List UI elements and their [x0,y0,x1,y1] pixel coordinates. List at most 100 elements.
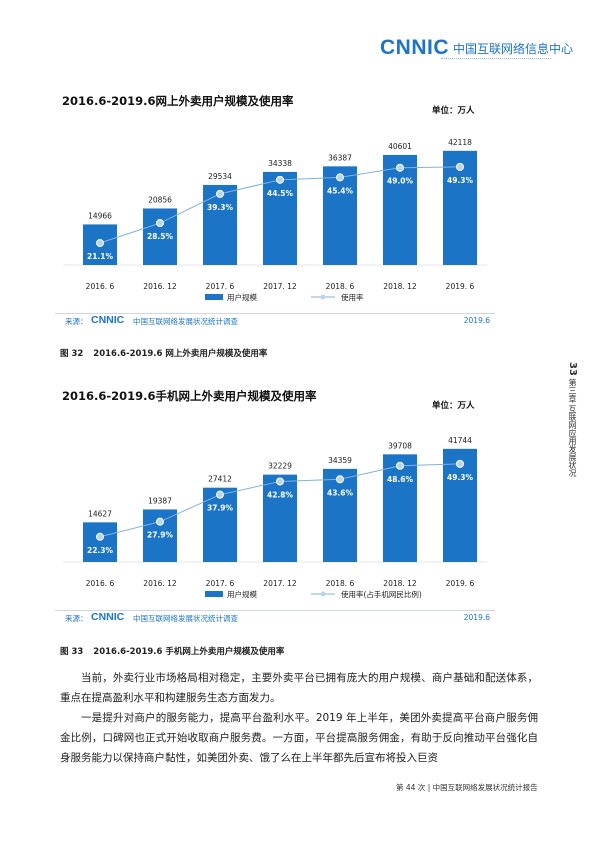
chart1-rate-label: 49.3% [447,176,474,185]
chart1-x-tick-label: 2017. 12 [263,282,297,291]
chart2-rate-label: 48.6% [387,475,414,484]
chart1-rate-point [216,189,224,198]
chart1-rate-point [276,175,284,184]
chart1-x-tick-label: 2016. 6 [86,282,115,291]
chart2-source-row: 来源： CNNIC 中国互联网络发展状况统计调查 2019.6 [55,610,495,624]
chart2-unit: 单位：万人 [432,401,475,411]
chart1-rate-label: 44.5% [267,189,294,198]
chart1-bar-value-label: 40601 [388,142,412,151]
chart1-x-tick-label: 2017. 6 [206,282,235,291]
chart1-rate-point [456,162,464,171]
chart1-legend-bar-swatch [205,294,223,300]
chart1-bar [203,184,237,265]
chart2-source-org: 中国互联网络发展状况统计调查 [133,614,238,623]
chart2-rate-point [216,490,224,499]
chart2-legend-bar-label: 用户规模 [227,589,257,599]
chart2-source-label: 来源： [65,614,88,623]
cnnic-logo: CNNIC 中国互联网络信息中心 [380,36,573,60]
chart1-rate-label: 28.5% [147,232,174,241]
chart1-legend-bar-label: 用户规模 [227,292,257,302]
chart1-legend-line-marker [320,294,326,300]
chart2-bar-value-label: 34359 [328,456,352,465]
chart1-bar [263,171,297,265]
chart2-legend-bar-swatch [205,591,223,597]
chart2-legend-line-marker [320,591,326,597]
chart2-x-tick-label: 2019. 6 [446,579,475,588]
chart1-x-tick-label: 2018. 6 [326,282,355,291]
chart2-rate-label: 37.9% [207,504,234,513]
page-footer: 第 44 次 | 中国互联网络发展状况统计报告 [396,783,538,792]
chart2-bar-value-label: 27412 [208,475,232,484]
chart1-bar-value-label: 36387 [328,153,352,162]
chart2-rate-label: 43.6% [327,488,354,497]
chart2-x-tick-label: 2018. 12 [383,579,417,588]
chart2-source-date: 2019.6 [463,613,490,622]
side-chapter-title: 第三章 互联网应用发展状况 [568,378,577,478]
chart2-bar-value-label: 39708 [388,441,412,450]
chart1-source-date: 2019.6 [463,316,490,325]
chart2-caption: 图 33 2016.6-2019.6 手机网上外卖用户规模及使用率 [60,645,294,657]
chart2-rate-label: 49.3% [447,473,474,482]
chart2-title: 2016.6-2019.6手机网上外卖用户规模及使用率 [62,389,317,403]
logo-mark: CNNIC [380,36,449,59]
chart1-rate-point [396,163,404,172]
chart2-bar-value-label: 14627 [88,509,112,518]
chart1-unit: 单位：万人 [432,106,475,116]
chart2-x-tick-label: 2018. 6 [326,579,355,588]
chart2-bar [263,474,297,562]
chart1-bar-value-label: 29534 [208,172,232,181]
chart1-bar [323,166,357,265]
side-chapter-tab: 33 第三章 互联网应用发展状况 [562,362,578,492]
chart2-x-tick-label: 2016. 6 [86,579,115,588]
chart2-bar [83,522,117,562]
chart1-source-org: 中国互联网络发展状况统计调查 [133,317,238,326]
side-page-number: 33 [567,362,578,376]
chart1-source-label: 来源： [65,317,88,326]
chart2-plot: 14627 2016. 6 19387 2016. 12 27412 2017. 6 322… [63,436,487,599]
chart2-legend-line-label: 使用率(占手机网民比例) [341,589,422,599]
chart2-bar [203,487,237,562]
chart1-rate-point [96,239,104,248]
chart2-bar-value-label: 32229 [268,462,292,471]
chart1-x-tick-label: 2016. 12 [143,282,177,291]
chart1-bar-value-label: 14966 [88,211,112,220]
chart1-source-logo: CNNIC [91,314,125,326]
chart1-caption-num: 图 32 [60,349,84,359]
chart2-rate-point [456,459,464,468]
chart1-bar-value-label: 20856 [148,195,172,204]
body-paragraph-1: 当前，外卖行业市场格局相对稳定，主要外卖平台已拥有庞大的用户规模、商户基础和配送… [60,672,538,704]
chart2-rate-point [336,475,344,484]
chart1-source-row: 来源： CNNIC 中国互联网络发展状况统计调查 2019.6 [55,313,495,327]
chart1-caption-text: 2016.6-2019.6 网上外卖用户规模及使用率 [93,349,268,359]
chart1-rate-label: 49.0% [387,177,414,186]
chart1-rate-label: 39.3% [207,203,234,212]
chart1-rate-label: 45.4% [327,186,354,195]
chart1-bar-value-label: 34338 [268,159,292,168]
chart2-rate-label: 27.9% [147,531,174,540]
chart1-plot: 14966 2016. 6 20856 2016. 12 29534 2017. 6 343… [63,138,487,302]
chart2-rate-point [396,461,404,470]
chart1-bar-value-label: 42118 [448,138,472,147]
logo-subtitle-line [441,58,551,61]
body-paragraph-2: 一是提升对商户的服务能力，提高平台盈利水平。2019 年上半年，美团外卖提高平台… [60,712,538,764]
chart2-bar-value-label: 41744 [448,436,472,445]
chart1-rate-point [156,219,164,228]
chart2-rate-label: 22.3% [87,546,114,555]
chart2-x-tick-label: 2017. 12 [263,579,297,588]
chart2-rate-point [276,477,284,486]
chart2-caption-num: 图 33 [60,647,84,657]
chart2-source-logo: CNNIC [91,611,125,623]
chart2-rate-label: 42.8% [267,490,294,499]
chart2-bar [383,454,417,562]
chart1-rate-point [336,173,344,182]
chart1-caption: 图 32 2016.6-2019.6 网上外卖用户规模及使用率 [60,347,277,359]
chart1-legend-line-label: 使用率 [341,292,364,302]
chart1-x-tick-label: 2019. 6 [446,282,475,291]
chart2-x-tick-label: 2016. 12 [143,579,177,588]
chart2-rate-point [156,517,164,526]
chart1-bar [383,154,417,265]
chart1-x-tick-label: 2018. 12 [383,282,417,291]
chart2-rate-point [96,532,104,541]
chart2-bar [323,468,357,562]
body-text: 当前，外卖行业市场格局相对稳定，主要外卖平台已拥有庞大的用户规模、商户基础和配送… [60,668,538,768]
